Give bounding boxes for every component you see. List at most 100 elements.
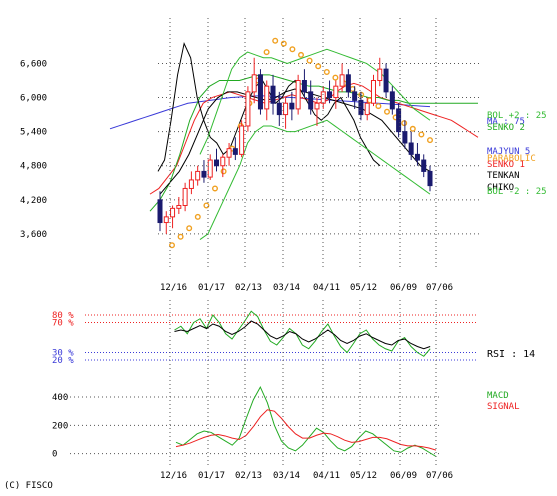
candle-body	[182, 187, 188, 206]
parabolic-point	[263, 49, 270, 56]
candle-body	[402, 131, 408, 144]
y-tick-label-rsi: 70 %	[52, 319, 74, 329]
legend-label: PARABOLIC	[487, 154, 536, 164]
parabolic-point	[168, 242, 175, 249]
candle-body	[358, 99, 364, 116]
candle-body	[207, 159, 213, 178]
candle-body	[352, 91, 358, 101]
overlay-line	[149, 74, 478, 212]
candle-body	[163, 216, 169, 224]
overlay-line	[109, 95, 431, 130]
legend-label: SENKO 1	[487, 160, 525, 170]
legend-label: BOL +2 : 25	[487, 111, 547, 121]
candle-body	[377, 68, 383, 81]
macd-series-line	[175, 385, 437, 457]
parabolic-point	[384, 108, 391, 115]
x-tick-label-lower: 02/13	[235, 471, 262, 481]
macd-legend-label: MACD	[487, 391, 509, 401]
parabolic-point	[186, 225, 193, 232]
y-tick-label-price: 4,200	[20, 196, 47, 206]
candle-body	[320, 91, 326, 104]
parabolic-point	[315, 63, 322, 70]
parabolic-point	[298, 51, 305, 58]
overlay-line	[149, 82, 479, 195]
y-tick-label-price: 6,600	[20, 59, 47, 69]
legend-label: TENKAN	[487, 171, 520, 181]
parabolic-point	[211, 185, 218, 192]
price-panel: 6,600 6,000 5,400 4,800 4,200 3,600	[20, 37, 480, 249]
legend-label: MA : 75	[487, 117, 525, 127]
candle-body	[176, 205, 182, 209]
x-tick-label-upper: 04/11	[313, 283, 340, 293]
candle-body	[370, 80, 376, 104]
candle-body	[295, 80, 301, 110]
candle-body	[301, 80, 307, 93]
parabolic-point	[332, 74, 339, 81]
y-tick-label-macd: 0	[52, 450, 57, 460]
parabolic-point	[409, 125, 416, 132]
y-tick-label-rsi: 30 %	[52, 349, 74, 359]
credit-text: (C) FISCO	[4, 481, 53, 491]
candle-body	[389, 91, 395, 110]
candle-body	[170, 207, 176, 218]
candle-body	[308, 91, 314, 110]
candle-body	[339, 74, 345, 87]
candle-body	[333, 85, 339, 99]
x-tick-label-lower: 06/09	[390, 471, 417, 481]
x-tick-label-upper: 07/06	[426, 283, 453, 293]
parabolic-point	[280, 40, 287, 47]
parabolic-point	[203, 202, 210, 209]
legend-label: CHIKO	[487, 183, 514, 193]
signal-legend-label: SIGNAL	[487, 402, 520, 412]
rsi-series-line	[174, 320, 431, 350]
candle-body	[188, 179, 194, 189]
parabolic-point	[289, 46, 296, 53]
y-tick-label-price: 4,800	[20, 162, 47, 172]
y-tick-label-rsi: 20 %	[52, 356, 74, 366]
x-tick-label-lower: 01/17	[198, 471, 225, 481]
parabolic-point	[177, 233, 184, 240]
candle-body	[245, 91, 251, 127]
candle-body	[289, 102, 295, 110]
x-tick-label-upper: 03/14	[273, 283, 300, 293]
x-tick-label-lower: 04/11	[313, 471, 340, 481]
candle-body	[226, 148, 232, 158]
candle-body	[327, 91, 333, 99]
parabolic-point	[418, 131, 425, 138]
legend-label: SENKO 2	[487, 123, 525, 133]
candle-body	[195, 170, 201, 181]
candle-body	[220, 156, 226, 167]
x-tick-label-lower: 03/14	[273, 471, 300, 481]
candle-body	[314, 102, 320, 110]
candle-body	[364, 102, 370, 116]
candle-body	[427, 170, 433, 187]
candle-body	[239, 125, 245, 155]
overlay-line	[199, 119, 431, 240]
x-tick-label-upper: 12/16	[160, 283, 187, 293]
candle-body	[251, 74, 257, 93]
x-tick-label-lower: 07/06	[426, 471, 453, 481]
x-tick-label-lower: 05/12	[350, 471, 377, 481]
x-tick-label-upper: 01/17	[198, 283, 225, 293]
parabolic-point	[272, 37, 279, 44]
rsi-legend-label: RSI : 14	[487, 349, 535, 360]
parabolic-point	[401, 120, 408, 127]
candle-body	[283, 102, 289, 116]
candle-body	[408, 142, 414, 155]
rsi-series-line	[174, 310, 431, 357]
overlay-line	[199, 48, 431, 155]
candle-body	[257, 74, 263, 110]
y-tick-label-price: 3,600	[20, 230, 47, 240]
y-tick-label-rsi: 80 %	[52, 311, 74, 321]
candle-body	[276, 102, 282, 116]
candle-body	[201, 170, 207, 178]
rsi-panel: 80 %70 % 30 %20 % RSI : 14	[52, 310, 535, 366]
candle-body	[270, 85, 276, 104]
candle-body	[214, 159, 220, 167]
overlay-line	[159, 88, 431, 195]
candle-body	[383, 68, 389, 93]
candle-body	[264, 85, 270, 110]
x-axis: 12/16 01/17 02/13 03/14 04/11 05/12 06/09 07/06…	[160, 18, 453, 481]
